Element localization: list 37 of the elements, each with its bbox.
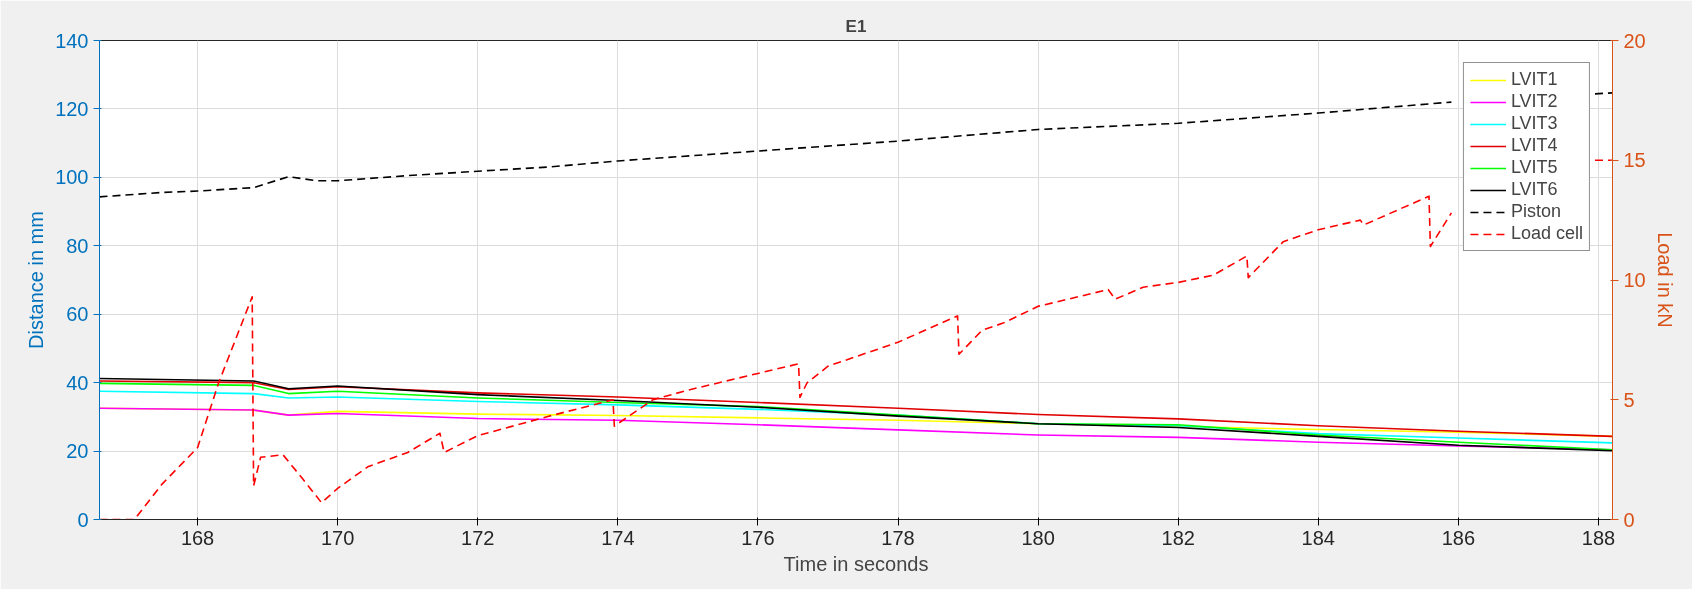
y2-tick-label: 5 bbox=[1623, 388, 1635, 411]
y-tick-label: 80 bbox=[66, 234, 89, 257]
y-axis-title: Distance in mm bbox=[25, 211, 48, 349]
y-tick-label: 140 bbox=[55, 29, 89, 52]
legend-label: LVIT2 bbox=[1510, 91, 1558, 112]
y2-tick-label: 15 bbox=[1623, 149, 1646, 172]
y-tick-label: 60 bbox=[66, 303, 89, 326]
y2-tick-label: 0 bbox=[1623, 508, 1635, 531]
x-tick-label: 182 bbox=[1161, 526, 1195, 549]
x-tick-label: 176 bbox=[741, 526, 775, 549]
chart-title: E1 bbox=[845, 16, 867, 36]
y-tick-label: 100 bbox=[55, 166, 89, 189]
legend-label: LVIT6 bbox=[1510, 179, 1558, 200]
y2-axis-title: Load in kN bbox=[1653, 232, 1676, 328]
x-tick-label: 188 bbox=[1581, 526, 1616, 549]
y2-tick-label: 20 bbox=[1623, 29, 1646, 52]
legend-label: Piston bbox=[1510, 201, 1561, 222]
x-tick-label: 184 bbox=[1301, 526, 1335, 549]
legend-label: LVIT3 bbox=[1510, 113, 1558, 134]
x-tick-label: 174 bbox=[601, 526, 635, 549]
y-tick-label: 120 bbox=[55, 97, 89, 120]
legend-label: LVIT1 bbox=[1510, 69, 1558, 90]
x-tick-label: 172 bbox=[461, 526, 495, 549]
x-axis-title: Time in seconds bbox=[783, 552, 929, 575]
x-tick-label: 170 bbox=[320, 526, 355, 549]
line-series bbox=[99, 380, 1613, 438]
y-tick-label: 40 bbox=[66, 371, 89, 394]
x-tick-label: 180 bbox=[1021, 526, 1055, 549]
y-tick-label: 0 bbox=[77, 508, 89, 531]
x-tick-label: 178 bbox=[881, 526, 915, 549]
x-tick-label: 186 bbox=[1441, 526, 1476, 549]
legend-label: LVIT4 bbox=[1510, 135, 1558, 156]
legend-label: LVIT5 bbox=[1510, 157, 1558, 178]
y-tick-label: 20 bbox=[66, 440, 89, 463]
x-tick-label: 168 bbox=[180, 526, 215, 549]
legend-label: Load cell bbox=[1510, 223, 1583, 244]
y2-tick-label: 10 bbox=[1623, 269, 1646, 291]
